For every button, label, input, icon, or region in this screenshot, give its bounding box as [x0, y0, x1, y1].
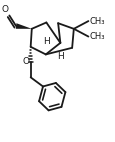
Text: H: H — [57, 52, 64, 61]
Polygon shape — [16, 23, 32, 29]
Text: H: H — [43, 37, 49, 46]
Text: O: O — [2, 5, 9, 14]
Text: CH₃: CH₃ — [89, 17, 104, 26]
Text: O: O — [23, 57, 29, 66]
Text: CH₃: CH₃ — [89, 32, 104, 41]
